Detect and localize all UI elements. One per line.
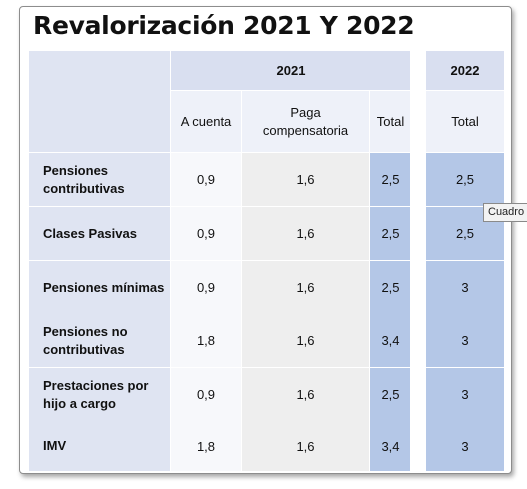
- cell-a-cuenta: 0,9: [171, 153, 241, 206]
- cell-total-2021: 2,5: [370, 368, 411, 421]
- cell-paga: 1,6: [242, 314, 369, 367]
- cell-total-2022: 3: [426, 368, 504, 421]
- cell-a-cuenta: 1,8: [171, 314, 241, 367]
- cell-total-2021: 2,5: [370, 261, 411, 314]
- tooltip: Cuadro: [483, 203, 527, 222]
- cell-paga: 1,6: [242, 207, 369, 260]
- row-label: Pensiones no contributivas: [29, 314, 170, 367]
- column-gap: [410, 51, 426, 471]
- cell-paga: 1,6: [242, 153, 369, 206]
- cell-total-2021: 2,5: [370, 207, 411, 260]
- header-year-2022: 2022: [426, 51, 504, 90]
- row-label: IMV: [29, 421, 170, 471]
- cell-paga: 1,6: [242, 368, 369, 421]
- cell-total-2022: 2,5: [426, 153, 504, 206]
- header-total-2022: Total: [426, 91, 504, 152]
- header-year-2021: 2021: [171, 51, 411, 90]
- header-total-2021: Total: [370, 91, 411, 152]
- row-label: Prestaciones por hijo a cargo: [29, 368, 170, 421]
- cell-a-cuenta: 1,8: [171, 421, 241, 471]
- cell-total-2022: 3: [426, 261, 504, 314]
- row-label: Pensiones contributivas: [29, 153, 170, 206]
- cell-a-cuenta: 0,9: [171, 261, 241, 314]
- table-corner: [29, 51, 170, 152]
- cell-total-2021: 2,5: [370, 153, 411, 206]
- row-label: Clases Pasivas: [29, 207, 170, 260]
- cell-a-cuenta: 0,9: [171, 207, 241, 260]
- cell-total-2021: 3,4: [370, 421, 411, 471]
- header-paga-compensatoria: Paga compensatoria: [242, 91, 369, 152]
- cell-paga: 1,6: [242, 261, 369, 314]
- cell-paga: 1,6: [242, 421, 369, 471]
- cell-total-2021: 3,4: [370, 314, 411, 367]
- header-a-cuenta: A cuenta: [171, 91, 241, 152]
- cell-a-cuenta: 0,9: [171, 368, 241, 421]
- cell-total-2022: 3: [426, 314, 504, 367]
- page-title: Revalorización 2021 Y 2022: [33, 11, 415, 40]
- row-label: Pensiones mínimas: [29, 261, 170, 314]
- cell-total-2022: 3: [426, 421, 504, 471]
